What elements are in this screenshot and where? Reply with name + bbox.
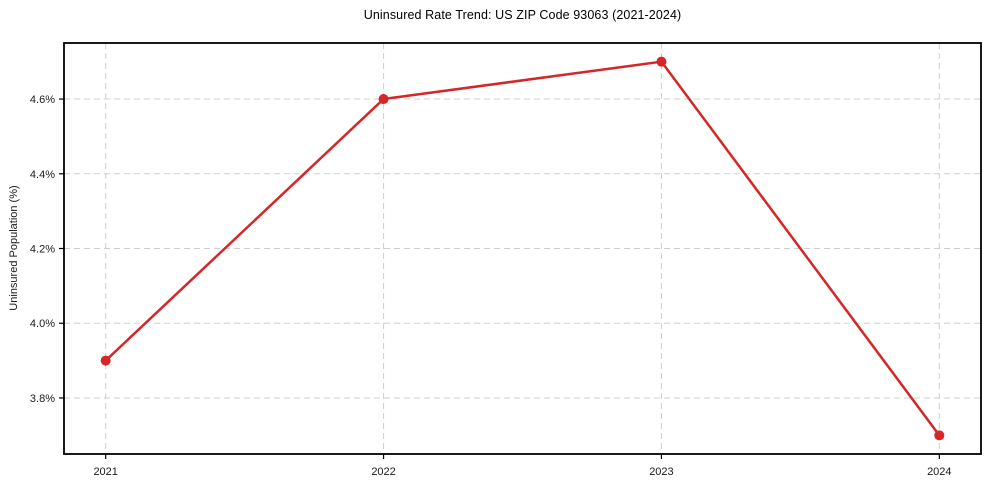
data-point [378, 94, 389, 105]
data-point [934, 430, 945, 441]
y-tick-label: 3.8% [30, 393, 55, 405]
x-tick-label: 2022 [371, 466, 395, 478]
data-point [656, 56, 667, 67]
chart-title: Uninsured Rate Trend: US ZIP Code 93063 … [363, 8, 682, 22]
y-tick-label: 4.0% [30, 318, 55, 330]
y-tick-label: 4.4% [30, 169, 55, 181]
x-tick-label: 2024 [927, 466, 951, 478]
y-tick-label: 4.6% [30, 94, 55, 106]
y-tick-label: 4.2% [30, 244, 55, 256]
x-tick-label: 2021 [93, 466, 117, 478]
x-tick-label: 2023 [649, 466, 673, 478]
plot-border [63, 42, 982, 455]
data-point [100, 355, 111, 366]
trend-line [104, 60, 941, 437]
